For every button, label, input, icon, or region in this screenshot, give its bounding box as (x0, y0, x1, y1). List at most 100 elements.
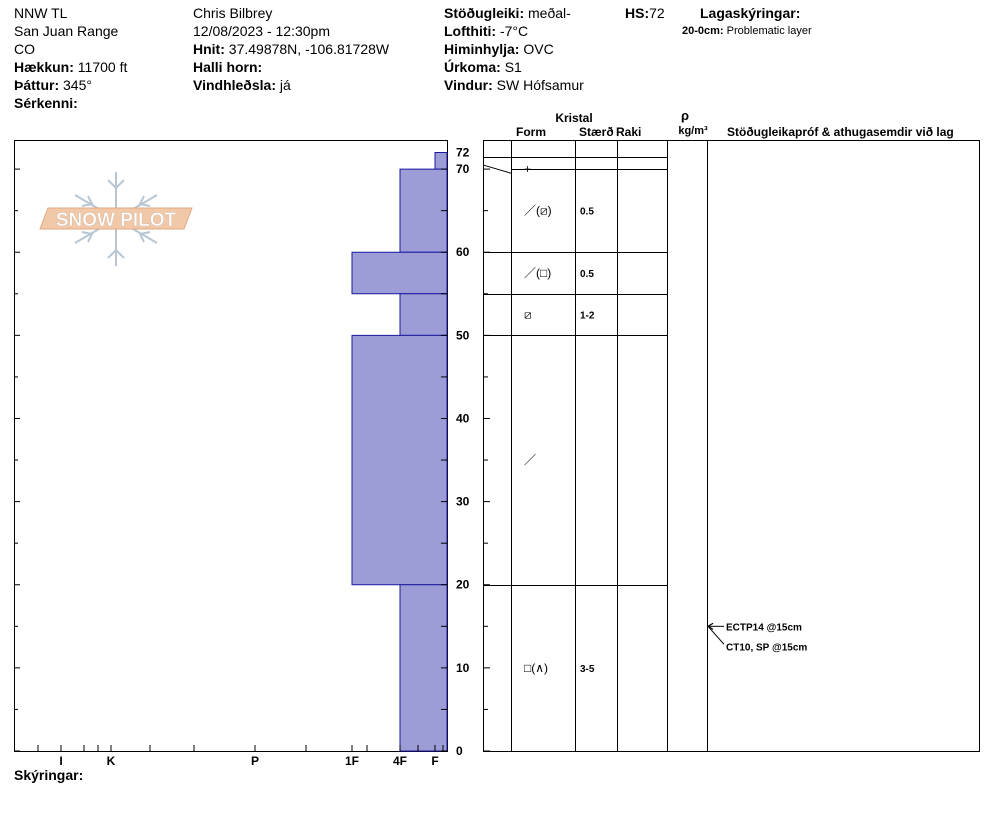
test-result: ECTP14 @15cm (726, 622, 802, 633)
stability-value: meðal- (528, 5, 571, 21)
crystal-form: ／(□) (524, 266, 551, 280)
sky-value: OVC (523, 41, 554, 57)
crystal-form: □(∧) (524, 661, 548, 675)
logo-text: SNOW PILOT (56, 210, 177, 231)
wind-label: Vindur: (444, 77, 493, 93)
depth-label: 20 (456, 578, 470, 592)
notes-label: Skýringar: (14, 767, 84, 783)
hardness-bar (434, 151, 448, 170)
hardness-axis: I K P 1F 4F F (37, 745, 444, 768)
crystal-size: 3-5 (580, 664, 595, 675)
observer-name: Chris Bilbrey (193, 5, 273, 21)
elevation-value: 11700 ft (77, 59, 128, 75)
form-header: Form (516, 125, 546, 139)
state-name: CO (14, 41, 35, 57)
hardness-bar (399, 584, 448, 752)
layer-table-rows (482, 157, 667, 586)
coords-label: Hnit: (193, 41, 225, 57)
logo-banner (39, 207, 193, 230)
snowpilot-logo: SNOW PILOT (39, 172, 193, 266)
elevation-label: Hækkun: (14, 59, 74, 75)
wind-loading-label: Vindhleðsla: (193, 77, 276, 93)
test-result: CT10, SP @15cm (726, 642, 807, 653)
features: Sérkenni: (14, 94, 78, 112)
stability-label: Stöðugleiki: (444, 5, 525, 21)
elevation: Hækkun: 11700 ft (14, 58, 127, 76)
slope-label: Halli horn: (193, 59, 263, 75)
depth-label: 72 (456, 145, 470, 159)
stability-tests: ECTP14 @15cm CT10, SP @15cm (707, 622, 807, 653)
coordinates: Hnit: 37.49878N, -106.81728W (193, 40, 389, 58)
depth-label: 40 (456, 411, 470, 425)
precipitation: Úrkoma: S1 (444, 58, 522, 76)
crystal-size: 0.5 (580, 207, 594, 218)
hs-value: 72 (649, 5, 665, 21)
density-unit: kg/m³ (678, 125, 708, 137)
wind-value: SW Hófsamur (496, 77, 584, 93)
tests-header: Stöðugleikapróf & athugasemdir við lag (727, 125, 954, 139)
snow-height: HS:72 (625, 4, 665, 22)
crystal-form: ⧄ (524, 308, 532, 322)
density-rho: ρ (681, 108, 689, 123)
depth-label: 70 (456, 162, 470, 176)
sky-label: Himinhylja: (444, 41, 520, 57)
hardness-bar (399, 293, 448, 336)
coords-value: 37.49878N, -106.81728W (228, 41, 390, 57)
wind: Vindur: SW Hófsamur (444, 76, 584, 94)
depth-label: 30 (456, 495, 470, 509)
depth-label: 50 (456, 328, 470, 342)
depth-label: 60 (456, 245, 470, 259)
size-header: Stærð (579, 125, 614, 139)
site-name: NNW TL (14, 5, 68, 21)
hardness-label: 1F (345, 754, 359, 768)
aspect: Þáttur: 345° (14, 76, 92, 94)
crystal-size: 0.5 (580, 269, 594, 280)
crystal-size: 1-2 (580, 311, 595, 322)
hardness-label: K (107, 754, 116, 768)
observation-datetime: 12/08/2023 - 12:30pm (193, 23, 330, 39)
crystal-form: ／ (524, 453, 536, 467)
layer-note-range: 20-0cm: (682, 25, 724, 37)
range-name: San Juan Range (14, 23, 119, 39)
layer-note: 20-0cm: Problematic layer (682, 22, 812, 40)
left-axis-ticks (14, 168, 490, 752)
air-temperature: Lofthiti: -7°C (444, 22, 528, 40)
layer-note-text: Problematic layer (726, 25, 812, 37)
air-temp-label: Lofthiti: (444, 23, 497, 39)
test-arrow-icon (707, 622, 714, 630)
precip-label: Úrkoma: (444, 59, 501, 75)
sky-cover: Himinhylja: OVC (444, 40, 554, 58)
crystal-header: Kristal (555, 111, 592, 125)
wind-loading: Vindhleðsla: já (193, 76, 291, 94)
hardness-bar (351, 251, 448, 295)
depth-axis-labels: 0 10 20 30 40 50 60 70 72 (456, 145, 470, 758)
notes: Skýringar: (14, 766, 83, 784)
hs-label: HS: (625, 5, 650, 21)
hardness-label: F (431, 754, 438, 768)
stability: Stöðugleiki: meðal- (444, 4, 571, 22)
hardness-label: 4F (393, 754, 407, 768)
crystal-rows: + ／(⧄) 0.5 ／(□) 0.5 ⧄ 1-2 ／ □(∧) 3-5 (524, 162, 595, 675)
hardness-bar (399, 168, 448, 253)
moisture-header: Raki (616, 125, 641, 139)
layer-notes-label: Lagaskýringar: (700, 5, 801, 21)
aspect-value: 345° (63, 77, 92, 93)
crystal-form: + (524, 162, 531, 176)
aspect-label: Þáttur: (14, 77, 60, 93)
precip-value: S1 (504, 59, 522, 75)
layer-table-frame (483, 140, 980, 752)
layer-notes-title: Lagaskýringar: (700, 4, 800, 22)
hardness-bars (351, 151, 448, 752)
hardness-bar (351, 334, 448, 586)
depth-label: 10 (456, 661, 470, 675)
test-leader (707, 625, 725, 645)
depth-label: 0 (456, 744, 463, 758)
hardness-label: I (59, 754, 62, 768)
layer-boundary-connector (482, 164, 512, 174)
air-temp-value: -7°C (499, 23, 529, 39)
hardness-label: P (251, 754, 259, 768)
wind-loading-value: já (279, 77, 291, 93)
slope-angle: Halli horn: (193, 58, 262, 76)
features-label: Sérkenni: (14, 95, 78, 111)
